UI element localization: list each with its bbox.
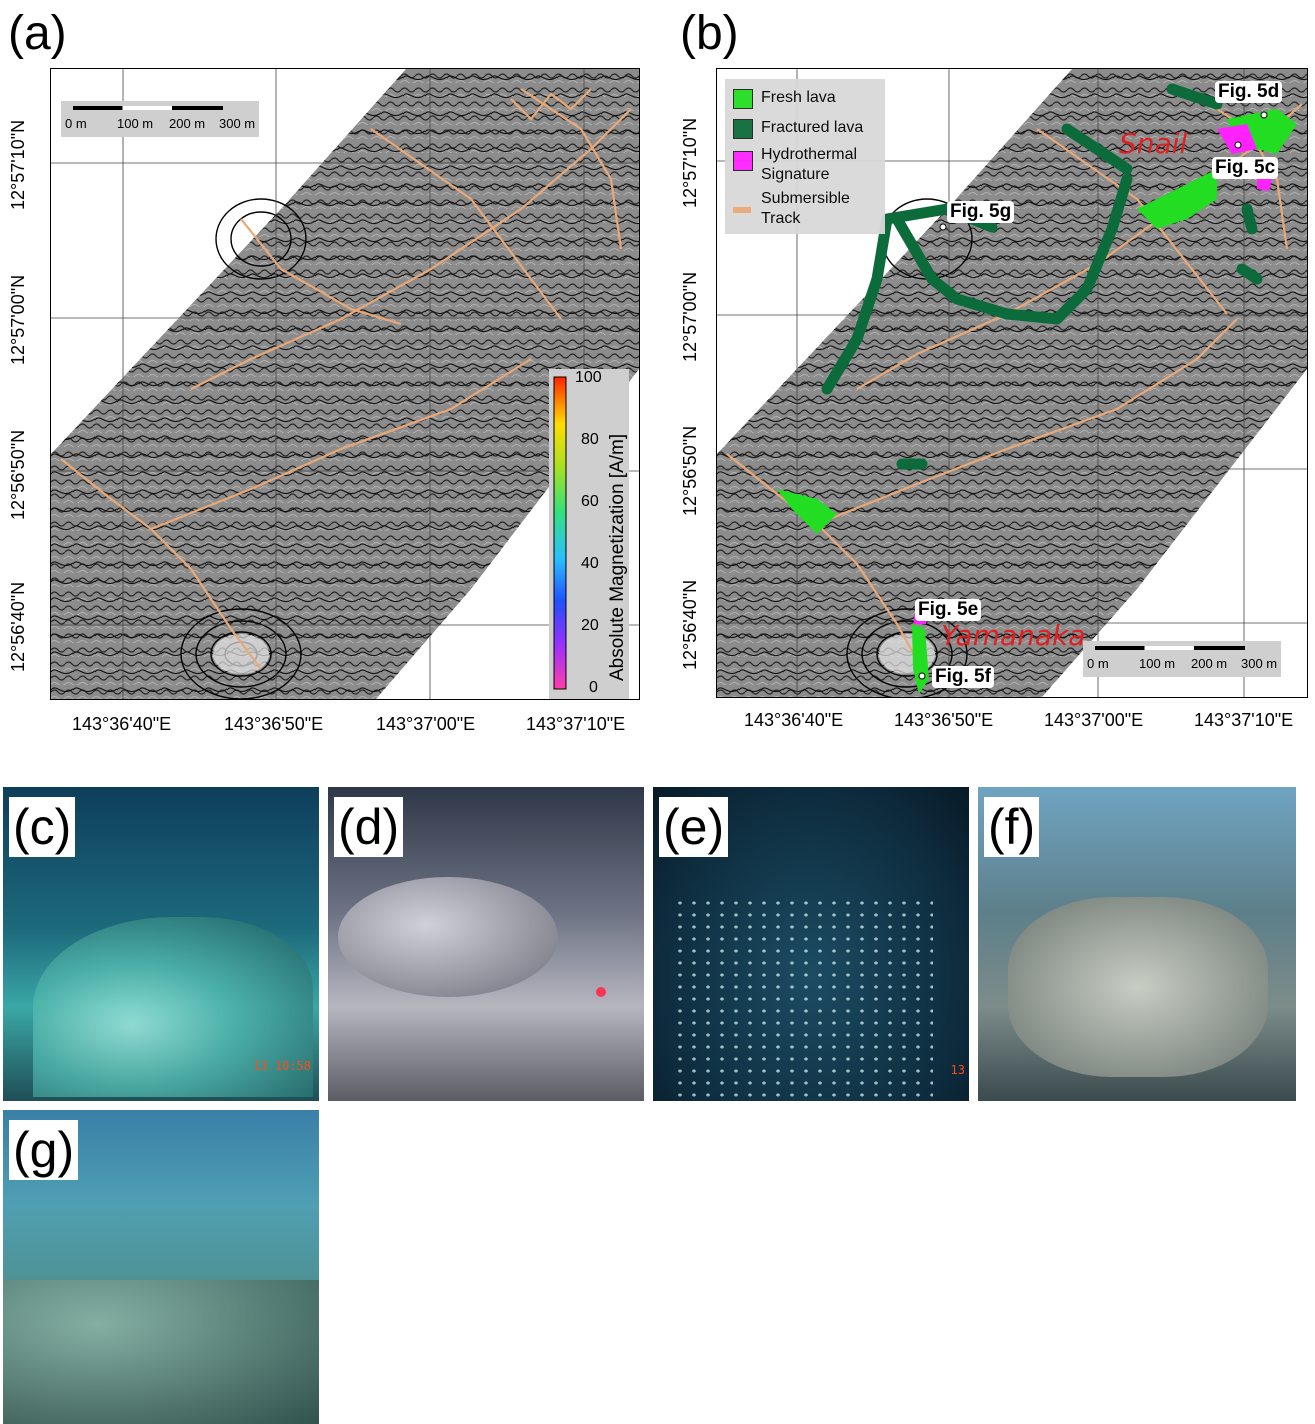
colorbar-tick: 80 bbox=[581, 431, 599, 448]
panel-a-lat-tick: 12°57'10"N bbox=[8, 119, 28, 210]
photo-c-lava-mound bbox=[33, 917, 313, 1097]
photo-g: (g) bbox=[3, 1110, 319, 1424]
place-snail: Snail bbox=[1119, 127, 1188, 160]
panel-b-lon-tick: 143°36'50"E bbox=[894, 710, 994, 730]
panel-a-lat-tick: 12°57'00"N bbox=[8, 274, 28, 365]
panel-a-lon-tick: 143°36'50"E bbox=[224, 714, 324, 734]
photo-d-label: (d) bbox=[334, 797, 404, 857]
legend-swatch-hydrothermal bbox=[733, 151, 753, 171]
legend-swatch-fractured-lava bbox=[733, 119, 753, 139]
photo-g-outcrop bbox=[3, 1280, 319, 1424]
panel-a-bathymetry bbox=[51, 69, 639, 699]
panel-b-lat-tick: 12°57'00"N bbox=[680, 271, 700, 362]
scale-bar-graphic bbox=[1095, 646, 1245, 650]
panel-b-lon-tick: 143°37'10"E bbox=[1194, 710, 1294, 730]
scale-label-200: 200 m bbox=[1191, 656, 1228, 671]
panel-a-lon-tick: 143°36'40"E bbox=[72, 714, 172, 734]
scale-label-300: 300 m bbox=[219, 116, 256, 131]
panel-b-lon-tick: 143°37'00"E bbox=[1044, 710, 1144, 730]
photo-d-laser bbox=[596, 987, 606, 997]
legend-label: Hydrothermal Signature bbox=[761, 146, 858, 183]
panel-b-lat-tick: 12°57'10"N bbox=[680, 117, 700, 208]
scale-label-0: 0 m bbox=[1087, 656, 1109, 671]
photo-f-pillows bbox=[1008, 897, 1268, 1077]
photo-g-label: (g) bbox=[9, 1120, 79, 1180]
colorbar-tick: 40 bbox=[581, 555, 599, 572]
colorbar-tick: 60 bbox=[581, 493, 599, 510]
photo-e-particles bbox=[673, 897, 933, 1097]
callout-fig-5c: Fig. 5c bbox=[1212, 157, 1279, 179]
callout-fig-5g: Fig. 5g bbox=[947, 201, 1015, 223]
panel-b-lon-tick: 143°36'40"E bbox=[744, 710, 844, 730]
panel-b-letter: (b) bbox=[680, 7, 739, 60]
callout-fig-5d: Fig. 5d bbox=[1215, 81, 1283, 103]
photo-c-label: (c) bbox=[9, 797, 76, 857]
panel-b-legend: Fresh lava Fractured lava Hydrothermal S… bbox=[725, 79, 885, 234]
panel-b-lat-tick: 12°56'40"N bbox=[680, 579, 700, 670]
scale-label-0: 0 m bbox=[65, 116, 87, 131]
panel-b-map: Fresh lava Fractured lava Hydrothermal S… bbox=[716, 68, 1308, 698]
colorbar-tick: 0 bbox=[589, 679, 598, 696]
photo-f-label: (f) bbox=[984, 797, 1040, 857]
photo-c-timestamp: 13 10:58 bbox=[253, 1059, 311, 1073]
colorbar-title: Absolute Magnetization [A/m] bbox=[607, 433, 628, 681]
legend-swatch-track bbox=[733, 207, 751, 213]
panel-b-bathymetry bbox=[717, 69, 1307, 697]
panel-b-lat-tick: 12°56'50"N bbox=[680, 425, 700, 516]
legend-label: Fractured lava bbox=[761, 119, 864, 136]
panel-a-lat-tick: 12°56'50"N bbox=[8, 429, 28, 520]
photo-f: (f) bbox=[978, 787, 1296, 1101]
legend-label: Fresh lava bbox=[761, 89, 836, 106]
photo-e-timestamp: 13 bbox=[950, 1063, 965, 1077]
photo-c: (c) 13 10:58 bbox=[3, 787, 319, 1101]
place-yamanaka: Yamanaka bbox=[941, 619, 1086, 652]
colorbar-tick: 100 bbox=[575, 369, 602, 386]
scale-label-300: 300 m bbox=[1241, 656, 1278, 671]
scale-label-100: 100 m bbox=[117, 116, 154, 131]
photo-e: (e) 13 bbox=[653, 787, 969, 1101]
photo-d-pillow bbox=[338, 877, 558, 997]
panel-a-scale-bar: 0 m 100 m 200 m 300 m bbox=[61, 101, 259, 137]
panel-a-letter: (a) bbox=[8, 7, 67, 60]
callout-fig-5f: Fig. 5f bbox=[932, 666, 994, 688]
scale-label-100: 100 m bbox=[1139, 656, 1176, 671]
photo-e-label: (e) bbox=[659, 797, 729, 857]
legend-swatch-fresh-lava bbox=[733, 89, 753, 109]
scale-label-200: 200 m bbox=[169, 116, 206, 131]
legend-label: Submersible Track bbox=[761, 190, 850, 227]
scale-bar-graphic bbox=[73, 106, 223, 110]
photo-d: (d) bbox=[328, 787, 644, 1101]
panel-b-scale-bar: 0 m 100 m 200 m 300 m bbox=[1083, 641, 1281, 677]
callout-fig-5e: Fig. 5e bbox=[915, 599, 982, 621]
colorbar-tick: 20 bbox=[581, 617, 599, 634]
panel-a-lon-tick: 143°37'00"E bbox=[376, 714, 476, 734]
panel-a-lat-tick: 12°56'40"N bbox=[8, 581, 28, 672]
panel-a-map: 0 m 100 m 200 m 300 m 100 80 60 40 20 0 … bbox=[50, 68, 640, 700]
panel-a-lon-tick: 143°37'10"E bbox=[526, 714, 626, 734]
